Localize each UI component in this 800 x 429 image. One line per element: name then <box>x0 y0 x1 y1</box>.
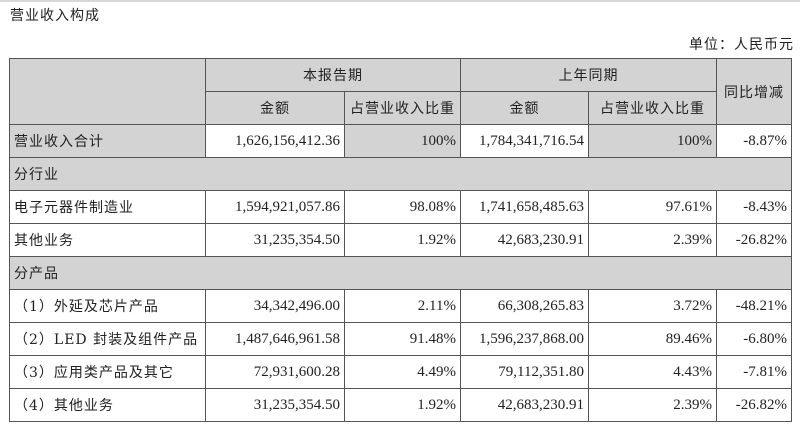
prev-amount: 1,784,341,716.54 <box>460 124 589 158</box>
row-label: （1）外延及芯片产品 <box>9 289 206 323</box>
table-row: （2）LED 封装及组件产品 1,487,646,961.58 91.48% 1… <box>9 322 792 356</box>
cur-ratio: 100% <box>344 124 461 158</box>
header-row-1: 本报告期 上年同期 同比增减 <box>9 58 792 125</box>
header-yoy: 同比增减 <box>716 58 792 125</box>
row-label: 电子元器件制造业 <box>9 190 206 224</box>
prev-amount: 1,741,658,485.63 <box>460 190 589 224</box>
cur-ratio: 1.92% <box>344 223 461 257</box>
table-row: 其他业务 31,235,354.50 1.92% 42,683,230.91 2… <box>9 223 792 257</box>
cur-amount: 1,626,156,412.36 <box>205 124 345 158</box>
section-title: 营业收入构成 <box>10 8 100 24</box>
header-prior-period: 上年同期 <box>460 58 717 92</box>
prev-ratio: 3.72% <box>588 289 717 323</box>
yoy-change: -48.21% <box>716 289 792 323</box>
yoy-change: -26.82% <box>716 388 792 422</box>
header-row-2: 金额 占营业收入比重 金额 占营业收入比重 <box>10 91 792 125</box>
cur-amount: 34,342,496.00 <box>205 289 345 323</box>
cur-ratio: 1.92% <box>344 388 461 422</box>
yoy-change: -8.43% <box>716 190 792 224</box>
cur-amount: 31,235,354.50 <box>205 388 345 422</box>
header-cur-amount: 金额 <box>205 91 345 125</box>
row-label: 营业收入合计 <box>9 124 206 158</box>
prev-ratio: 2.39% <box>588 223 717 257</box>
prev-amount: 79,112,351.80 <box>460 355 589 389</box>
header-prev-ratio: 占营业收入比重 <box>588 91 717 125</box>
table-row: （3）应用类产品及其它 72,931,600.28 4.49% 79,112,3… <box>9 355 792 389</box>
row-label: 其他业务 <box>9 223 206 257</box>
prev-amount: 42,683,230.91 <box>460 388 589 422</box>
cur-ratio: 4.49% <box>344 355 461 389</box>
cur-amount: 1,487,646,961.58 <box>205 322 345 356</box>
top-divider <box>0 0 800 2</box>
prev-ratio: 4.43% <box>588 355 717 389</box>
prev-amount: 1,596,237,868.00 <box>460 322 589 356</box>
prev-ratio: 100% <box>588 124 717 158</box>
table-row: 电子元器件制造业 1,594,921,057.86 98.08% 1,741,6… <box>9 190 792 224</box>
row-label: （3）应用类产品及其它 <box>9 355 206 389</box>
row-label: （2）LED 封装及组件产品 <box>9 322 206 356</box>
header-prev-amount: 金额 <box>460 91 589 125</box>
prev-ratio: 89.46% <box>588 322 717 356</box>
table-row: （1）外延及芯片产品 34,342,496.00 2.11% 66,308,26… <box>9 289 792 323</box>
revenue-composition-table: 本报告期 上年同期 同比增减 金额 占营业收入比重 金额 占营业收入比重 营业收… <box>9 58 792 422</box>
yoy-change: -6.80% <box>716 322 792 356</box>
prev-amount: 42,683,230.91 <box>460 223 589 257</box>
header-blank <box>9 58 206 125</box>
total-row: 营业收入合计 1,626,156,412.36 100% 1,784,341,7… <box>9 124 792 158</box>
cur-amount: 72,931,600.28 <box>205 355 345 389</box>
prev-ratio: 97.61% <box>588 190 717 224</box>
cur-amount: 31,235,354.50 <box>205 223 345 257</box>
section-label: 分产品 <box>9 256 792 290</box>
prev-ratio: 2.39% <box>588 388 717 422</box>
yoy-change: -7.81% <box>716 355 792 389</box>
yoy-change: -8.87% <box>716 124 792 158</box>
unit-label: 单位：人民币元 <box>689 37 794 53</box>
cur-amount: 1,594,921,057.86 <box>205 190 345 224</box>
yoy-change: -26.82% <box>716 223 792 257</box>
section-row-industry: 分行业 <box>9 157 792 191</box>
section-row-product: 分产品 <box>9 256 792 290</box>
table-row: （4）其他业务 31,235,354.50 1.92% 42,683,230.9… <box>9 388 792 422</box>
prev-amount: 66,308,265.83 <box>460 289 589 323</box>
section-label: 分行业 <box>9 157 792 191</box>
cur-ratio: 2.11% <box>344 289 461 323</box>
header-cur-ratio: 占营业收入比重 <box>344 91 461 125</box>
header-current-period: 本报告期 <box>205 58 461 92</box>
cur-ratio: 98.08% <box>344 190 461 224</box>
row-label: （4）其他业务 <box>9 388 206 422</box>
cur-ratio: 91.48% <box>344 322 461 356</box>
